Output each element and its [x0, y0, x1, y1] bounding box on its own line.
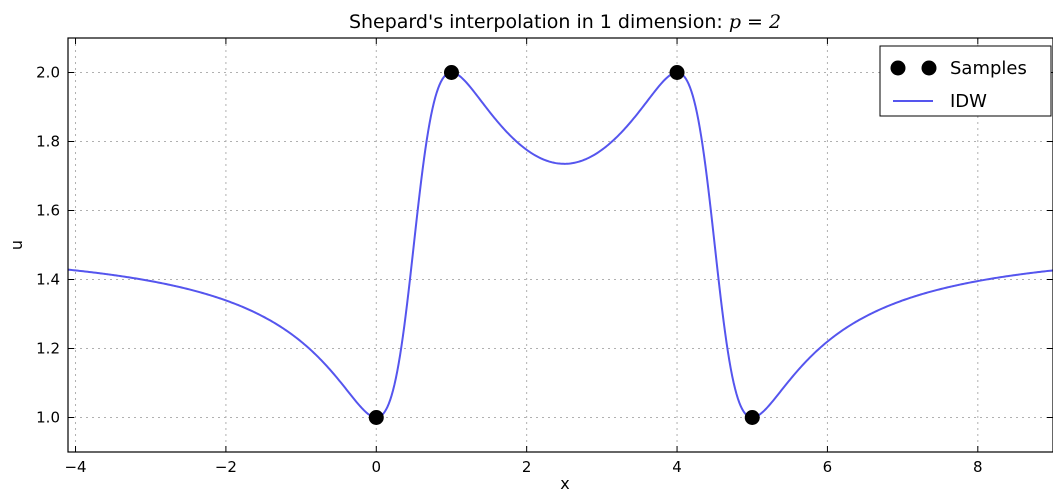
axis-ticks [68, 38, 1053, 452]
legend: Samples IDW [879, 45, 1052, 117]
legend-samples-marker [921, 60, 937, 76]
x-tick-label: 6 [823, 458, 833, 476]
y-axis-label: u [7, 240, 26, 250]
legend-samples-marker [890, 60, 906, 76]
chart-title-math: p = 2 [729, 11, 781, 33]
x-axis-label: x [560, 474, 569, 492]
grid [68, 38, 1053, 452]
y-tick-label: 1.8 [36, 133, 60, 151]
idw-line [67, 71, 1053, 419]
x-tick-label: −4 [64, 458, 86, 476]
x-tick-label: 4 [672, 458, 682, 476]
y-tick-label: 1.4 [36, 271, 60, 289]
y-tick-label: 2.0 [36, 64, 60, 82]
sample-point [744, 410, 760, 425]
series [67, 65, 1053, 425]
chart-title-text: Shepard's interpolation in 1 dimension: [349, 11, 729, 33]
sample-point [368, 410, 384, 425]
x-tick-label: 0 [372, 458, 382, 476]
y-tick-label: 1.6 [36, 202, 60, 220]
legend-box [879, 45, 1052, 117]
y-tick-label: 1.2 [36, 340, 60, 358]
plot-frame [67, 37, 1053, 453]
x-tick-label: 8 [973, 458, 983, 476]
y-tick-label: 1.0 [36, 409, 60, 427]
tick-labels: −4 −2 0 2 4 6 8 1.0 1.2 1.4 1.6 1.8 2.0 [36, 64, 982, 477]
x-tick-label: −2 [215, 458, 237, 476]
sample-point [669, 65, 685, 80]
chart-title: Shepard's interpolation in 1 dimension: … [349, 11, 781, 33]
x-tick-label: 2 [522, 458, 532, 476]
sample-point [443, 65, 459, 80]
legend-samples-label: Samples [950, 58, 1027, 79]
legend-idw-label: IDW [950, 91, 987, 112]
